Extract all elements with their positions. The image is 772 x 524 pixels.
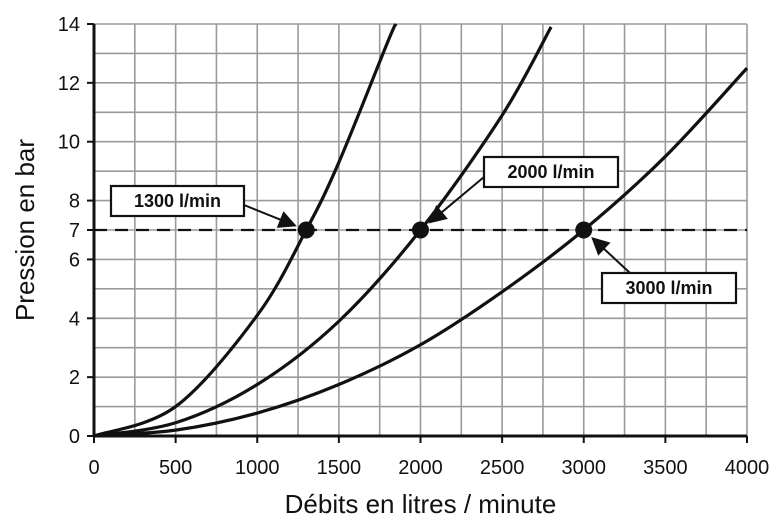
callout-box (109, 184, 246, 218)
callout-2: 2000 l/min (428, 155, 620, 224)
callout-arrow (428, 176, 485, 224)
x-tick-label: 0 (88, 457, 99, 479)
x-tick-label: 1000 (235, 457, 280, 479)
callout-label: 3000 l/min (625, 278, 712, 298)
callout-box (482, 155, 620, 189)
callout-label: 1300 l/min (134, 191, 221, 211)
y-tick-label: 2 (69, 367, 80, 389)
x-axis-title: Débits en litres / minute (285, 489, 557, 519)
y-tick-label: 12 (58, 73, 80, 95)
callout-arrow (243, 204, 297, 228)
x-tick-label: 2500 (480, 457, 525, 479)
curve-2 (93, 26, 553, 438)
marker-point (412, 221, 429, 239)
callout-label: 2000 l/min (507, 162, 594, 182)
y-tick-label: 10 (58, 132, 80, 154)
y-tick-label: 7 (69, 220, 80, 242)
callout-arrow (591, 236, 631, 274)
y-axis-title: Pression en bar (10, 139, 40, 321)
x-tick-label: 4000 (725, 457, 770, 479)
callout-3: 3000 l/min (591, 236, 738, 305)
y-tick-label: 6 (69, 249, 80, 271)
callout-box (600, 271, 738, 305)
callouts: 1300 l/min 2000 l/min 3000 l/min (109, 155, 738, 305)
axes (87, 23, 748, 443)
y-tick-label: 0 (69, 426, 80, 448)
x-tick-label: 3000 (562, 457, 607, 479)
tick-labels: 0 500 1000 1500 2000 2500 3000 3500 4000 0 2 4 6 7 8 10… (58, 14, 770, 479)
x-tick-label: 500 (159, 457, 192, 479)
x-tick-label: 1500 (317, 457, 362, 479)
y-tick-label: 14 (58, 14, 80, 36)
y-tick-label: 8 (69, 191, 80, 213)
curve-3 (93, 67, 749, 438)
marker-points (297, 221, 593, 239)
y-tick-label: 4 (69, 308, 80, 330)
marker-point (297, 221, 315, 239)
marker-point (575, 221, 593, 239)
callout-1: 1300 l/min (109, 184, 297, 228)
x-tick-label: 3500 (643, 457, 688, 479)
x-tick-label: 2000 (398, 457, 443, 479)
